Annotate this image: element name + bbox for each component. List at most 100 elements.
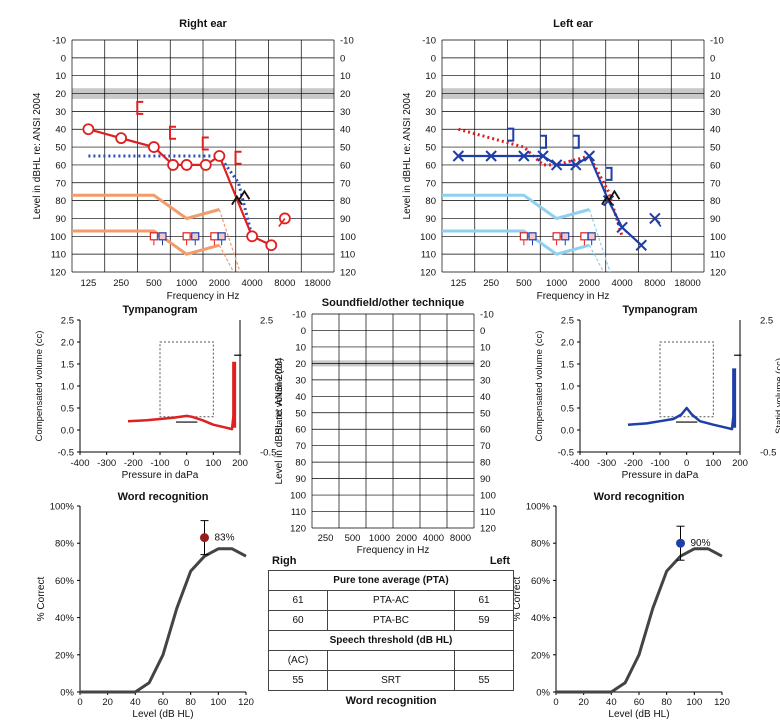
x-tick-label: 250 — [483, 278, 499, 289]
y2-tick-label: 60 — [710, 160, 721, 171]
y-tick-label: 10 — [55, 71, 66, 82]
table-footer: Word recognition — [345, 695, 437, 707]
tymp-x-tick-label: 100 — [205, 458, 221, 469]
soundfield-title: Soundfield/other technique — [322, 297, 464, 309]
tymp-x-tick-label: -100 — [150, 458, 169, 469]
masking-noise-upper — [72, 193, 220, 220]
y2-tick-label: -10 — [340, 36, 354, 47]
bc-bracket — [572, 134, 580, 149]
score-label: 83% — [215, 533, 235, 544]
y-tick-label: 60 — [55, 160, 66, 171]
no-response-arrow — [654, 217, 662, 227]
y2-tick-label: 100 — [340, 232, 356, 243]
ac-label: (AC) — [268, 650, 328, 671]
tymp-y2-tick-label: -0.5 — [260, 448, 276, 459]
tymp-y2-tick-label: -0.5 — [760, 448, 776, 459]
ac-marker-o — [180, 159, 193, 171]
masked-bc-marker — [238, 189, 251, 200]
word-recognition-title: Word recognition — [118, 491, 209, 503]
score-point — [676, 538, 685, 548]
y2-tick-label: 20 — [710, 89, 721, 100]
y2-tick-label: 90 — [710, 214, 721, 225]
soundfield-y2-tick: 100 — [480, 491, 496, 502]
x-tick-label: 250 — [113, 278, 129, 289]
soundfield-y-tick: 110 — [291, 507, 306, 518]
y2-tick-label: 80 — [710, 196, 721, 207]
tymp-x-tick-label: 0 — [184, 458, 189, 469]
x-tick-label: 8000 — [274, 278, 295, 289]
masked-symbol — [182, 232, 191, 241]
x-axis-label: Frequency in Hz — [537, 291, 610, 302]
pta-title: Pure tone average (PTA) — [268, 570, 514, 591]
y-tick-label: 100 — [420, 232, 436, 243]
ac-marker-x — [518, 150, 530, 162]
word-y-tick-label: 60% — [55, 576, 75, 587]
y2-tick-label: 30 — [710, 107, 721, 118]
masking-noise-drop — [588, 244, 605, 273]
y-tick-label: 0 — [431, 53, 436, 64]
tymp-y-label: Compensated volume (cc) — [34, 331, 45, 442]
tympanogram-title: Tympanogram — [123, 304, 198, 316]
masked-symbol — [519, 232, 528, 241]
ac-marker-x — [616, 221, 628, 234]
soundfield-x-tick: 8000 — [450, 533, 471, 544]
soundfield-y2-tick: 110 — [480, 507, 495, 518]
bc-bracket — [169, 125, 177, 140]
y-tick-label: 120 — [50, 268, 66, 279]
soundfield-y-tick: 30 — [295, 375, 306, 386]
tymp-x-tick-label: -300 — [597, 458, 616, 469]
masked-symbol — [210, 232, 219, 241]
y-tick-label: 50 — [425, 143, 436, 154]
y-tick-label: 90 — [55, 214, 66, 225]
tymp-normal-region — [659, 341, 714, 418]
bc-bracket — [540, 134, 548, 149]
y2-tick-label: 30 — [340, 107, 351, 118]
y2-tick-label: 90 — [340, 214, 351, 225]
y2-tick-label: 110 — [340, 250, 355, 261]
masking-noise-lower — [442, 229, 590, 256]
y-tick-label: 0 — [61, 53, 66, 64]
ac-marker-x — [537, 150, 549, 162]
pta-bc-right: 60 — [268, 610, 328, 631]
x-tick-label: 18000 — [674, 278, 700, 289]
word-y-label: % Correct — [36, 577, 47, 622]
soundfield-y-tick: 90 — [295, 474, 306, 485]
y2-tick-label: 70 — [710, 178, 721, 189]
x-tick-label: 125 — [80, 278, 96, 289]
word-y-label: % Correct — [512, 577, 523, 622]
word-x-tick-label: 60 — [158, 697, 169, 708]
bc-bracket — [605, 166, 613, 181]
y2-tick-label: 10 — [340, 71, 351, 82]
soundfield-y-label: Level in dBHL re: ANSI 2004 — [274, 357, 285, 484]
masked-bc-marker — [608, 189, 621, 200]
ac-marker-o — [199, 159, 212, 171]
x-tick-label: 500 — [146, 278, 162, 289]
word-y-tick-label: 0% — [536, 688, 550, 699]
word-y-tick-label: 40% — [55, 613, 75, 624]
y-tick-label: 40 — [55, 125, 66, 136]
table-right-header: Righ — [272, 555, 297, 567]
y-axis-label: Level in dBHL re: ANSI 2004 — [32, 92, 43, 219]
y2-tick-label: 120 — [340, 268, 356, 279]
bc-bracket — [201, 136, 209, 151]
word-y-tick-label: 100% — [526, 502, 551, 513]
soundfield-x-tick: 500 — [345, 533, 361, 544]
soundfield-x-label: Frequency in Hz — [357, 545, 430, 556]
tymp-y-tick-label: 2.0 — [561, 338, 574, 349]
y-tick-label: 100 — [50, 232, 66, 243]
word-x-tick-label: 100 — [210, 697, 226, 708]
speech-title: Speech threshold (dB HL) — [268, 630, 514, 651]
soundfield-y-tick: 70 — [295, 441, 306, 452]
x-tick-label: 18000 — [304, 278, 330, 289]
tymp-x-tick-label: -300 — [97, 458, 116, 469]
soundfield-y2-tick: 30 — [480, 375, 491, 386]
y2-tick-label: 110 — [710, 250, 725, 261]
tymp-x-tick-label: -400 — [570, 458, 589, 469]
y-tick-label: 60 — [425, 160, 436, 171]
pta-ac-right: 61 — [268, 590, 328, 611]
tymp-x-label: Pressure in daPa — [122, 470, 199, 481]
y-tick-label: 90 — [425, 214, 436, 225]
soundfield-y2-tick: 60 — [480, 425, 491, 436]
soundfield-y2-tick: 20 — [480, 359, 491, 370]
y2-tick-label: 40 — [710, 125, 721, 136]
